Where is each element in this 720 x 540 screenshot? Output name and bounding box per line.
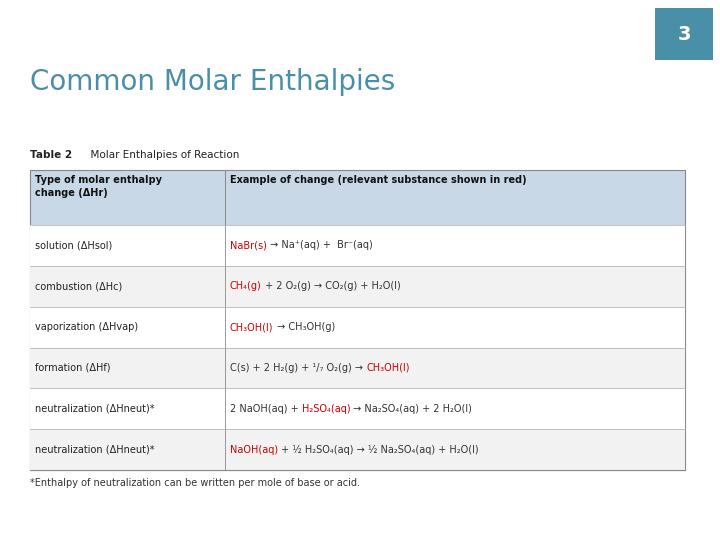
Text: Example of change (relevant substance shown in red): Example of change (relevant substance sh…: [230, 175, 526, 185]
Text: 2 NaOH(aq) +: 2 NaOH(aq) +: [230, 404, 302, 414]
Text: neutralization (ΔHneut)*: neutralization (ΔHneut)*: [35, 404, 155, 414]
Text: Molar Enthalpies of Reaction: Molar Enthalpies of Reaction: [84, 150, 239, 160]
Text: + ½ H₂SO₄(aq) → ½ Na₂SO₄(aq) + H₂O(l): + ½ H₂SO₄(aq) → ½ Na₂SO₄(aq) + H₂O(l): [278, 444, 479, 455]
Text: H₂SO₄(aq): H₂SO₄(aq): [302, 404, 351, 414]
Text: vaporization (ΔHvap): vaporization (ΔHvap): [35, 322, 138, 332]
Text: → CH₃OH(g): → CH₃OH(g): [274, 322, 335, 332]
Text: + 2 O₂(g) → CO₂(g) + H₂O(l): + 2 O₂(g) → CO₂(g) + H₂O(l): [262, 281, 400, 291]
Text: NaBr(s): NaBr(s): [230, 240, 267, 251]
Text: solution (ΔHsol): solution (ΔHsol): [35, 240, 112, 251]
Text: formation (ΔHf): formation (ΔHf): [35, 363, 110, 373]
Text: → Na⁺(aq) +  Br⁻(aq): → Na⁺(aq) + Br⁻(aq): [267, 240, 373, 251]
Text: CH₄(g): CH₄(g): [230, 281, 262, 291]
Text: CH₃OH(l): CH₃OH(l): [230, 322, 274, 332]
Text: Table 2: Table 2: [30, 150, 72, 160]
Text: CH₃OH(l): CH₃OH(l): [366, 363, 410, 373]
Text: → Na₂SO₄(aq) + 2 H₂O(l): → Na₂SO₄(aq) + 2 H₂O(l): [351, 404, 472, 414]
Text: NaOH(aq): NaOH(aq): [230, 444, 278, 455]
Text: combustion (ΔHc): combustion (ΔHc): [35, 281, 122, 291]
Text: 3: 3: [678, 24, 690, 44]
Text: Common Molar Enthalpies: Common Molar Enthalpies: [30, 68, 395, 96]
Text: Type of molar enthalpy
change (ΔHr): Type of molar enthalpy change (ΔHr): [35, 175, 162, 198]
Text: C(s) + 2 H₂(g) + ¹/₇ O₂(g) →: C(s) + 2 H₂(g) + ¹/₇ O₂(g) →: [230, 363, 366, 373]
Text: neutralization (ΔHneut)*: neutralization (ΔHneut)*: [35, 444, 155, 455]
Text: *Enthalpy of neutralization can be written per mole of base or acid.: *Enthalpy of neutralization can be writt…: [30, 478, 360, 488]
